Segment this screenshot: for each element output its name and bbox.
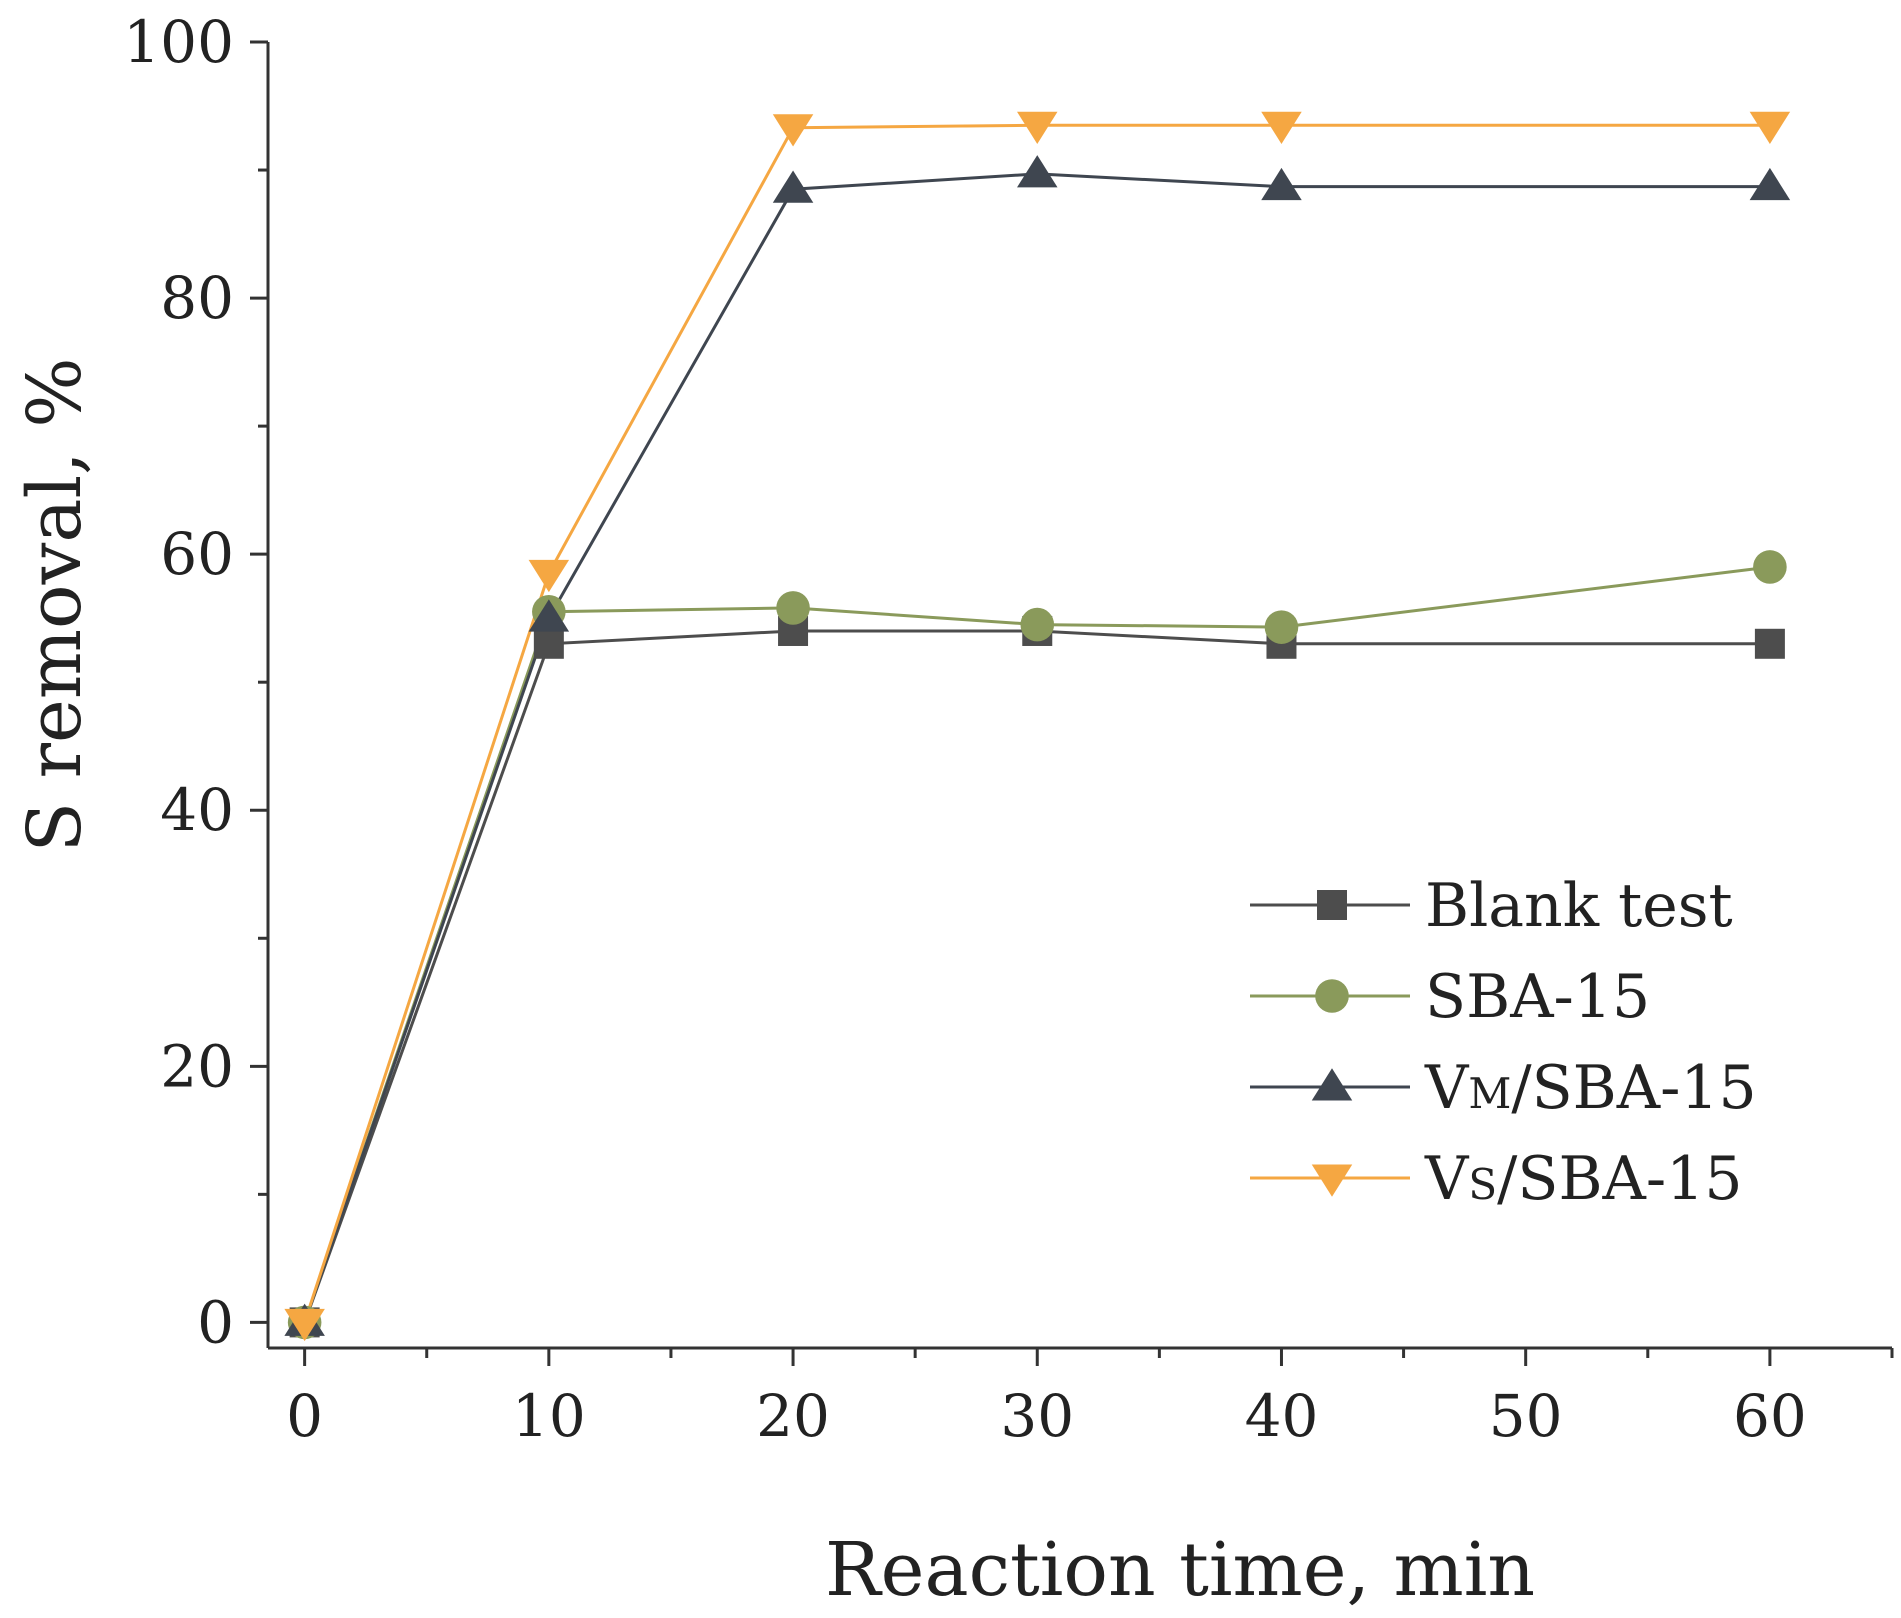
series-lines (303, 123, 1771, 1323)
legend-label-sba-15: SBA-15 (1425, 962, 1650, 1032)
data-point-blank-test (533, 628, 564, 659)
legend-label-suffix: /SBA-15 (1497, 1144, 1742, 1214)
series-line-blank-test (303, 629, 1770, 1323)
ticks: 0 20 40 60 80 100 0 10 20 30 40 50 60 (123, 8, 1894, 1450)
x-tick-label: 30 (1000, 1382, 1074, 1450)
series-line-sba-15 (303, 565, 1771, 1323)
legend-marker-sba-15 (1315, 979, 1349, 1013)
legend-label-vm-sba-15: VM/SBA-15 (1424, 1053, 1757, 1123)
axes (266, 42, 1892, 1350)
legend-marker-blank-test (1317, 890, 1347, 920)
legend-marker-vm-sba-15 (1311, 1068, 1353, 1101)
x-tick-label: 0 (286, 1382, 323, 1450)
x-tick-label: 60 (1733, 1382, 1807, 1450)
y-axis-title: S removal, % (12, 357, 98, 852)
data-point-sba-15 (1264, 610, 1299, 644)
data-point-vm-sba-15 (528, 599, 570, 632)
x-tick-label: 10 (512, 1382, 586, 1450)
data-point-sba-15 (776, 591, 810, 625)
legend-label-subscript: M (1468, 1069, 1511, 1118)
x-tick-label: 20 (756, 1382, 830, 1450)
y-tick-label: 40 (160, 776, 234, 844)
legend-label-main: V (1424, 1053, 1470, 1123)
x-axis-title: Reaction time, min (825, 1527, 1535, 1613)
data-point-vs-sba-15 (772, 114, 814, 147)
data-point-vs-sba-15 (1749, 111, 1791, 144)
series-line-vs-sba-15 (303, 123, 1770, 1323)
data-point-vs-sba-15 (284, 1308, 325, 1342)
data-point-vs-sba-15 (528, 559, 570, 593)
legend-label-main: SBA-15 (1425, 962, 1650, 1032)
data-point-blank-test (1754, 628, 1785, 659)
y-tick-label: 80 (160, 264, 234, 332)
y-tick-label: 20 (160, 1032, 234, 1100)
x-tick-label: 40 (1245, 1382, 1319, 1450)
data-point-vs-sba-15 (1261, 111, 1302, 144)
y-tick-label: 100 (123, 8, 234, 76)
series-line-vm-sba-15 (303, 172, 1770, 1323)
legend-marker-vs-sba-15 (1311, 1164, 1353, 1197)
legend-label-vs-sba-15: VS/SBA-15 (1424, 1144, 1743, 1214)
legend-label-main: V (1424, 1144, 1470, 1214)
legend-label-suffix: /SBA-15 (1511, 1053, 1756, 1123)
data-point-vm-sba-15 (1017, 155, 1058, 188)
series-markers (284, 111, 1791, 1342)
y-tick-label: 0 (197, 1288, 234, 1356)
data-point-vm-sba-15 (1749, 167, 1791, 201)
data-point-vs-sba-15 (1017, 111, 1058, 144)
legend-label-subscript: S (1468, 1160, 1497, 1209)
x-tick-label: 50 (1489, 1382, 1563, 1450)
data-point-vm-sba-15 (772, 170, 814, 203)
data-point-sba-15 (1753, 550, 1787, 584)
data-point-sba-15 (1020, 607, 1055, 642)
legend-label-main: Blank test (1425, 871, 1733, 941)
legend-label-blank-test: Blank test (1425, 871, 1733, 941)
y-tick-label: 60 (160, 520, 234, 588)
data-point-vm-sba-15 (1261, 167, 1302, 201)
